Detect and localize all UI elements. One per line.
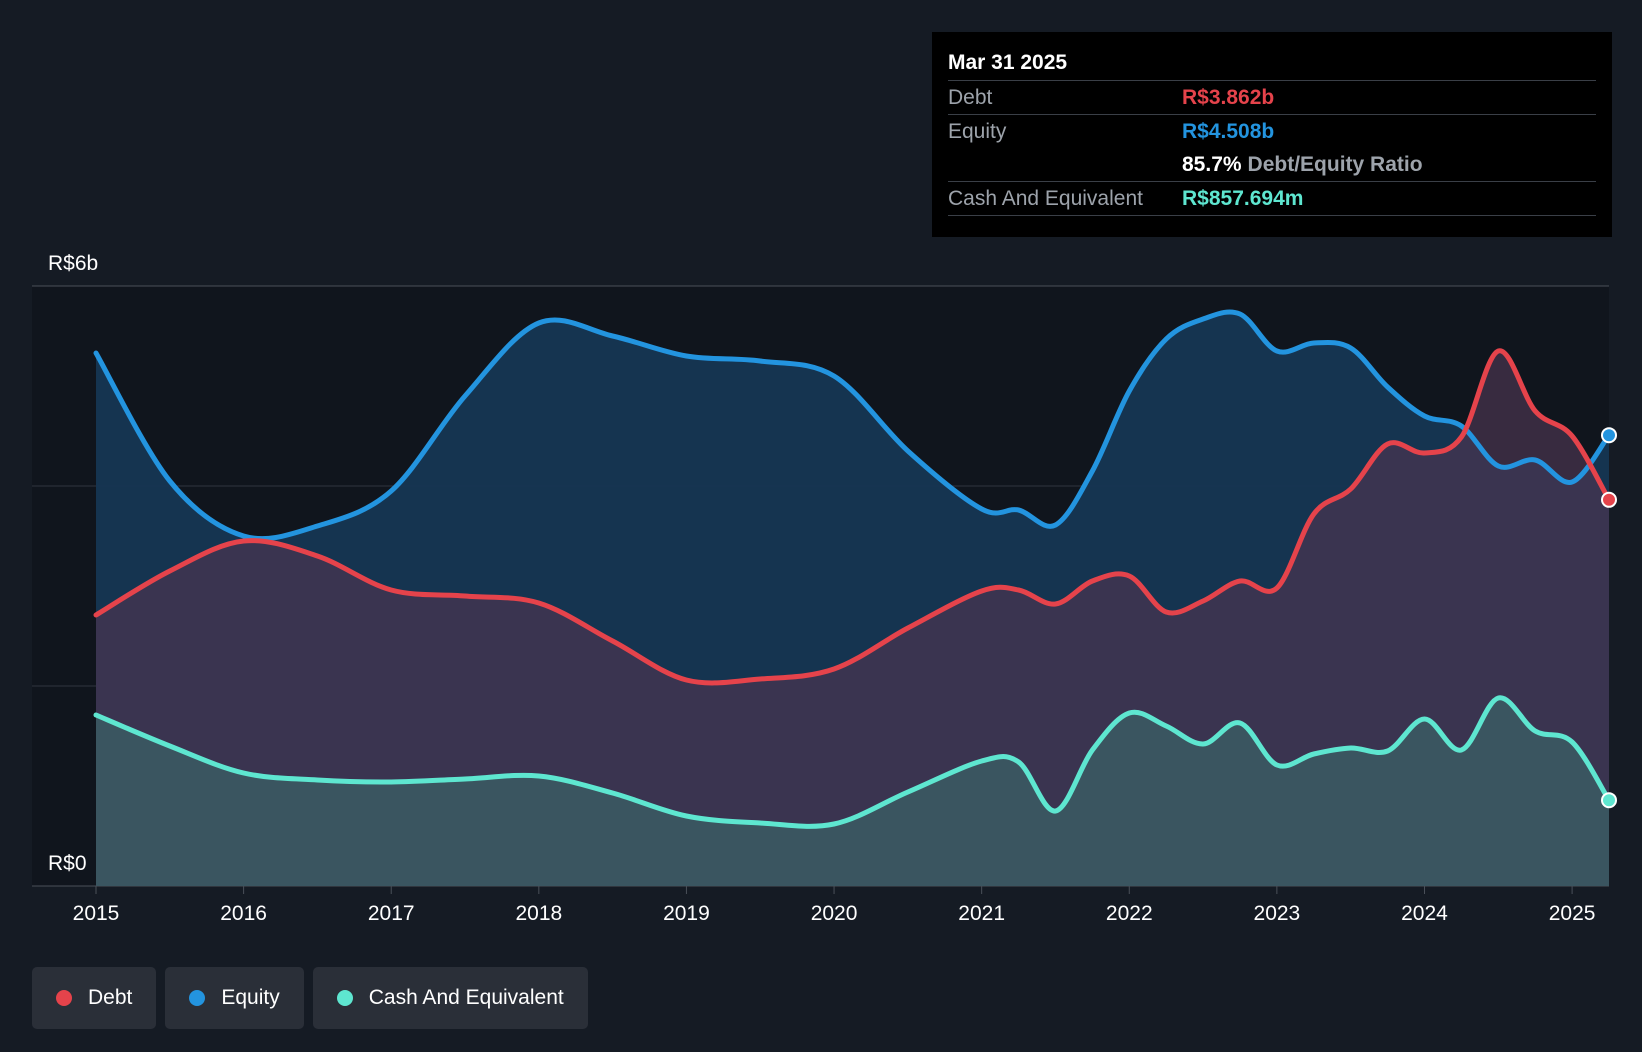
legend: Debt Equity Cash And Equivalent (32, 967, 588, 1029)
tooltip-row-cash: Cash And Equivalent R$857.694m (948, 181, 1596, 216)
cash-dot-icon (336, 990, 353, 1006)
debt-line (93, 348, 1612, 686)
tooltip-debt-value: R$3.862b (1182, 86, 1275, 109)
x-tick-label: 2020 (811, 902, 858, 925)
tooltip-date: Mar 31 2025 (948, 51, 1068, 74)
cash-area (96, 697, 1609, 886)
x-tick-label: 2015 (73, 902, 120, 925)
tooltip-debt-label: Debt (948, 86, 993, 109)
x-tick-label: 2024 (1401, 902, 1448, 925)
tooltip-panel: Mar 31 2025 Debt R$3.862b Equity R$4.508… (932, 32, 1612, 237)
y-axis-top-label: R$6b (48, 252, 98, 275)
debt-dot-icon (56, 990, 72, 1006)
x-tick-label: 2019 (663, 902, 710, 925)
x-tick-label: 2022 (1106, 902, 1153, 925)
legend-label-debt: Debt (88, 986, 133, 1009)
legend-label-cash: Cash And Equivalent (368, 986, 564, 1009)
x-tick-label: 2018 (515, 902, 562, 925)
equity-line (93, 309, 1612, 542)
y-axis-bottom-label: R$0 (48, 852, 87, 875)
tooltip-equity-value: R$4.508b (1182, 120, 1275, 143)
legend-item-cash[interactable]: Cash And Equivalent (312, 967, 588, 1029)
x-tick-label: 2016 (220, 902, 267, 925)
tooltip-row-ratio: 85.7% Debt/Equity Ratio (948, 148, 1596, 181)
legend-item-debt[interactable]: Debt (32, 967, 157, 1029)
x-tick-label: 2017 (368, 902, 415, 925)
x-tick-label: 2023 (1254, 902, 1301, 925)
x-tick-label: 2021 (958, 902, 1005, 925)
legend-label-equity: Equity (221, 986, 280, 1009)
equity-end-point (1601, 427, 1617, 444)
tooltip-cash-label: Cash And Equivalent (948, 187, 1143, 210)
tooltip-equity-label: Equity (948, 120, 1007, 143)
tooltip-row-debt: Debt R$3.862b (948, 80, 1596, 114)
equity-dot-icon (189, 990, 206, 1006)
x-tick-label: 2025 (1549, 902, 1596, 925)
tooltip-ratio-value: 85.7% (1182, 153, 1242, 176)
debt-end-point (1601, 491, 1617, 508)
tooltip-cash-value: R$857.694m (1182, 187, 1304, 210)
cash-end-point (1601, 792, 1617, 809)
legend-item-equity[interactable]: Equity (165, 967, 304, 1029)
cash-line (93, 695, 1612, 829)
tooltip-row-equity: Equity R$4.508b (948, 114, 1596, 148)
tooltip-ratio-label: Debt/Equity Ratio (1247, 153, 1423, 176)
